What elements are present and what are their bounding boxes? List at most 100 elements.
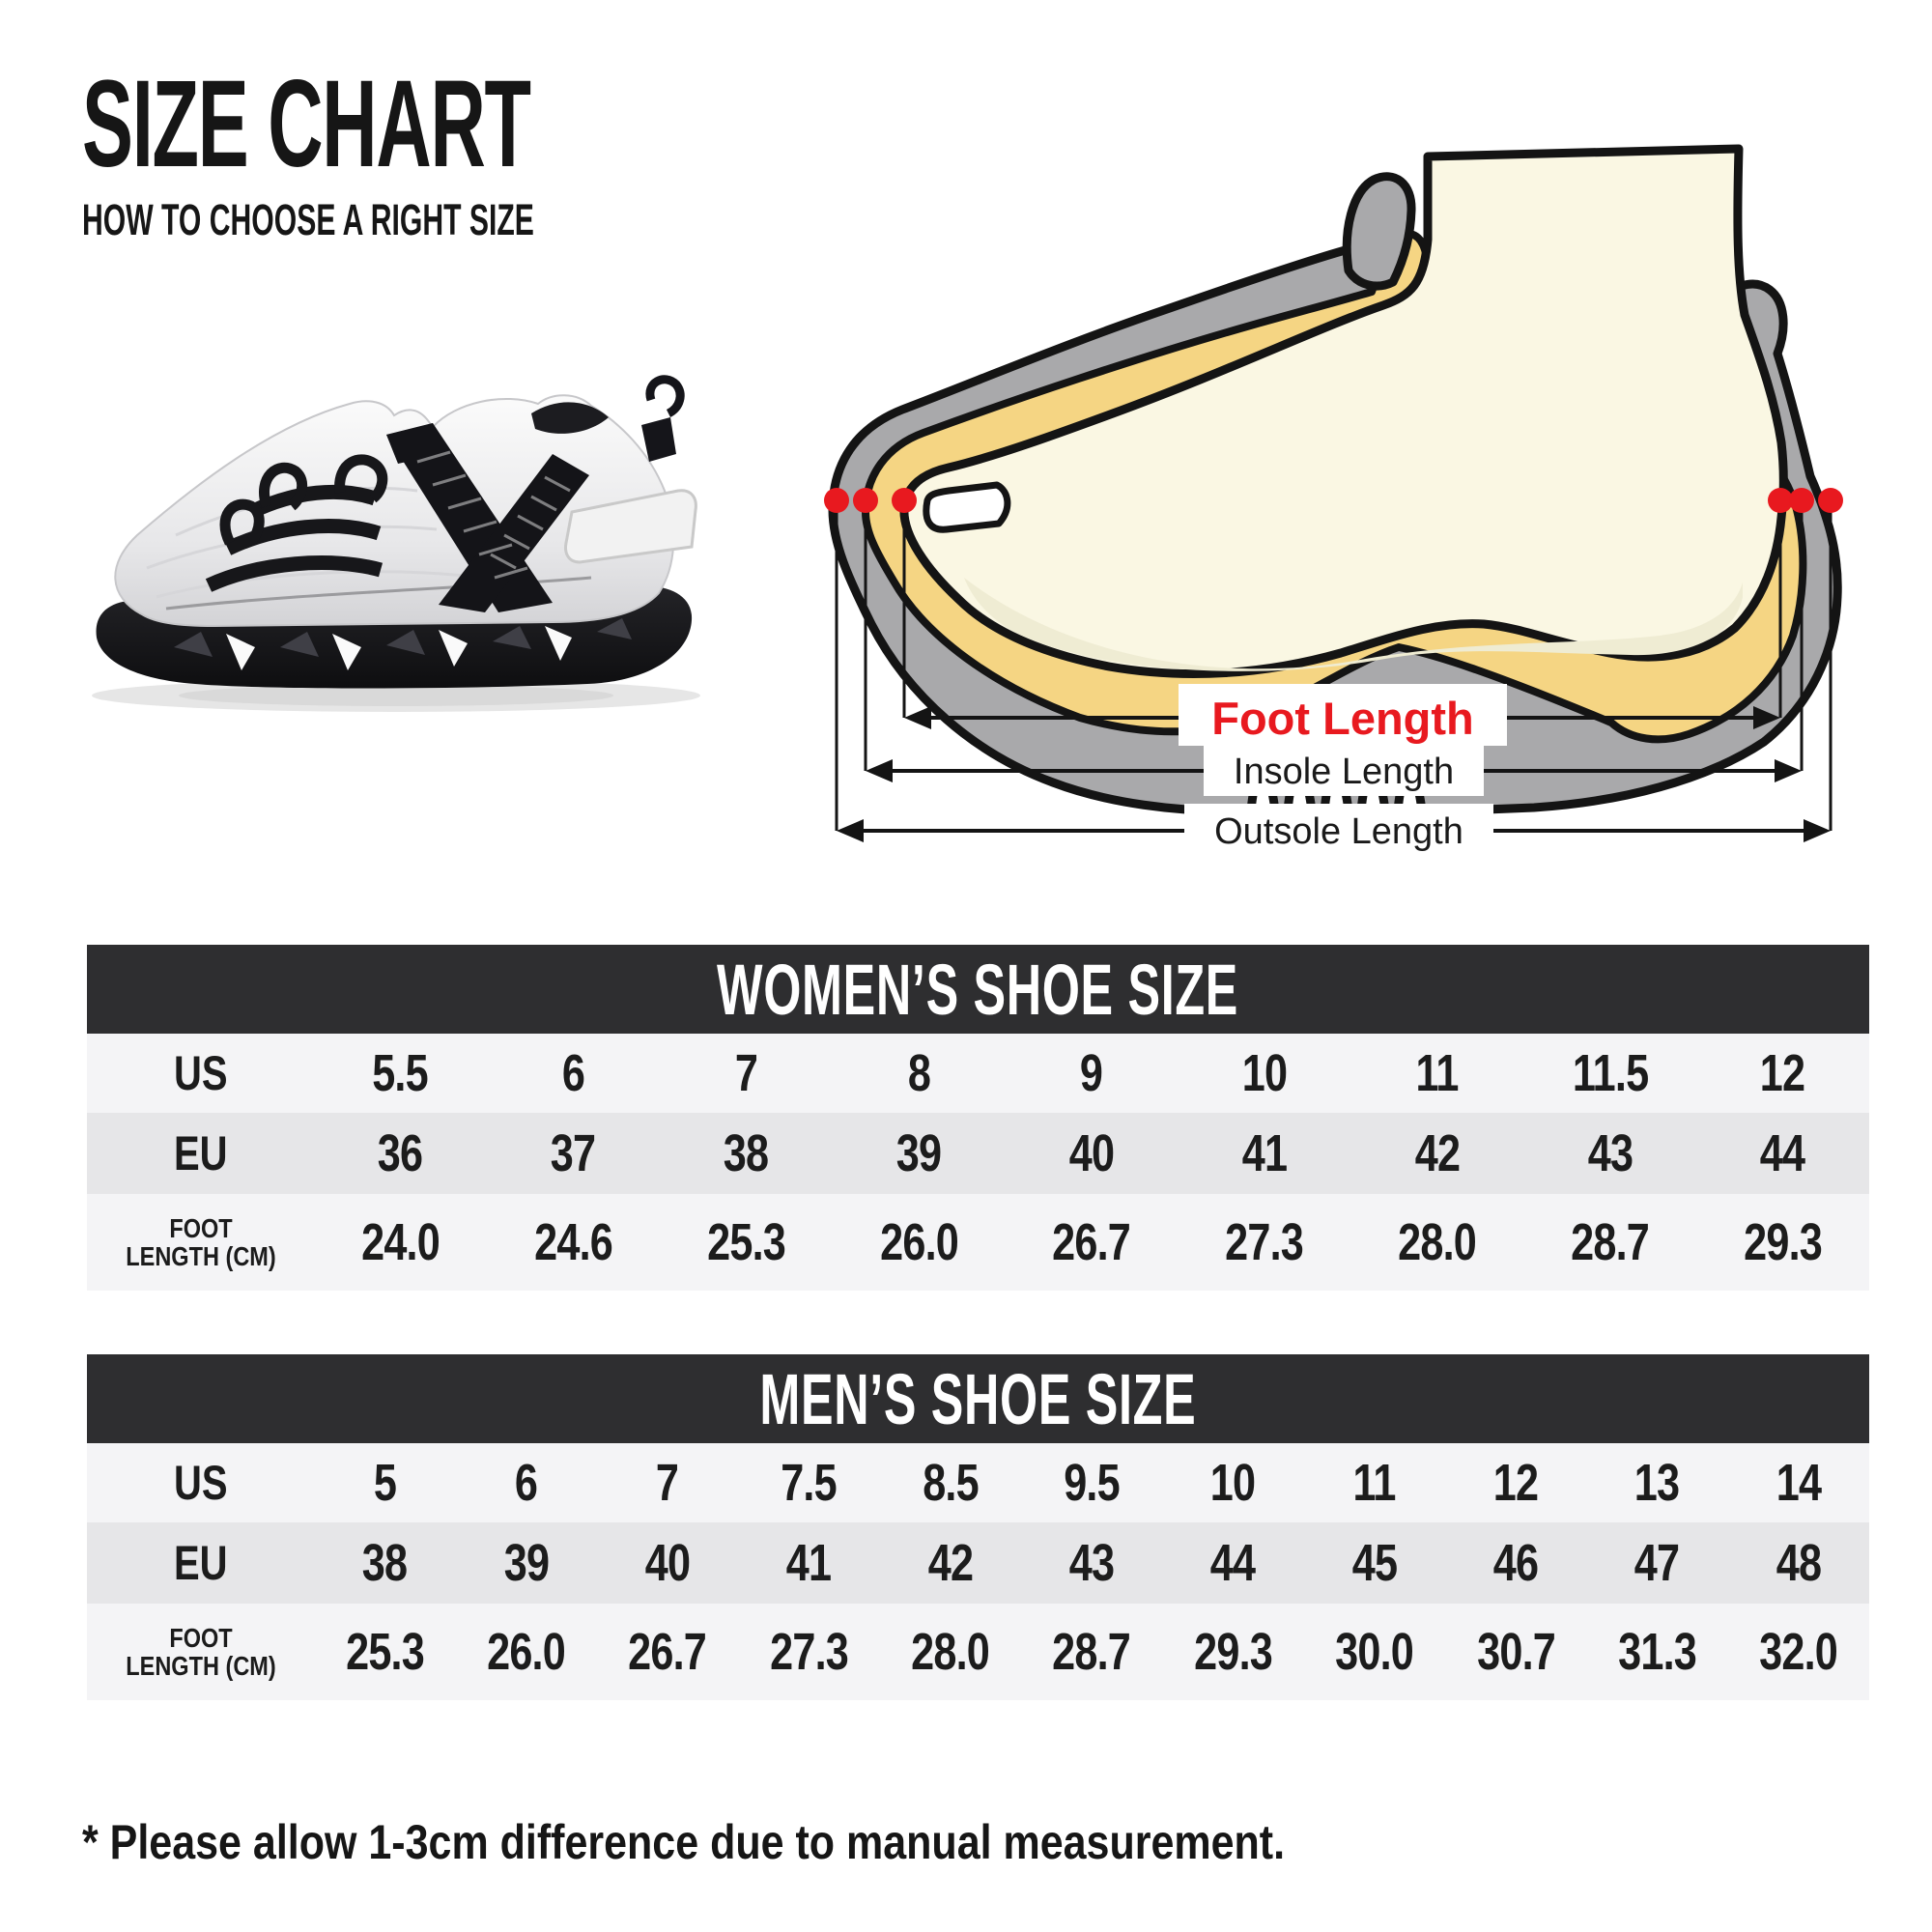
lace-cage-top-bar — [386, 423, 442, 464]
shoe-tongue — [1342, 172, 1416, 291]
outsole-cutout — [545, 626, 572, 661]
size-value: 39 — [503, 1534, 549, 1592]
size-value: 38 — [361, 1534, 408, 1592]
size-value: 6 — [561, 1044, 585, 1102]
size-value: 8 — [907, 1044, 930, 1102]
measure-point-dot — [824, 488, 849, 513]
size-value: 30.7 — [1476, 1623, 1556, 1681]
size-value: 6 — [514, 1454, 538, 1512]
row-label: EU — [173, 1536, 228, 1590]
size-value: 28.0 — [911, 1623, 990, 1681]
women-eu-row: EU 36 37 38 39 40 41 42 43 44 — [87, 1113, 1869, 1194]
row-label: EU — [173, 1126, 228, 1180]
measurement-disclaimer-text: * Please allow 1-3cm difference due to m… — [82, 1815, 1286, 1869]
size-value: 24.6 — [533, 1213, 613, 1271]
women-table-title: WOMEN’S SHOE SIZE — [717, 949, 1239, 1030]
size-value: 12 — [1760, 1044, 1805, 1102]
measure-point-dot — [1789, 488, 1814, 513]
outsole-cutout — [332, 634, 361, 670]
toenail — [923, 481, 1011, 533]
size-value: 40 — [644, 1534, 691, 1592]
size-value: 44 — [1210, 1534, 1256, 1592]
foot-shading — [964, 578, 1743, 671]
size-value: 26.0 — [879, 1213, 959, 1271]
size-value: 45 — [1351, 1534, 1397, 1592]
title-block: SIZE CHART HOW TO CHOOSE A RIGHT SIZE — [82, 61, 805, 242]
size-value: 11.5 — [1572, 1044, 1648, 1102]
size-value: 31.3 — [1617, 1623, 1697, 1681]
size-value: 29.3 — [1193, 1623, 1273, 1681]
size-value: 42 — [1414, 1124, 1460, 1182]
men-size-table: MEN’S SHOE SIZE US 5 6 7 7.5 8.5 9.5 10 … — [87, 1354, 1869, 1700]
insole-length-label: Insole Length — [1234, 752, 1454, 792]
size-value: 25.3 — [706, 1213, 786, 1271]
size-value: 28.7 — [1052, 1623, 1132, 1681]
measure-point-dot — [1768, 488, 1793, 513]
size-value: 26.7 — [1052, 1213, 1131, 1271]
foot-length-label: Foot Length — [1211, 693, 1473, 744]
foot-outline — [899, 144, 1788, 679]
outsole-cutout — [386, 630, 425, 655]
size-value: 48 — [1776, 1534, 1822, 1592]
size-value: 7.5 — [781, 1454, 838, 1512]
size-value: 44 — [1760, 1124, 1805, 1182]
size-value: 9 — [1080, 1044, 1103, 1102]
outsole-cutout — [597, 618, 632, 639]
size-value: 37 — [551, 1124, 596, 1182]
outsole-cutout — [493, 626, 531, 649]
size-value: 11 — [1415, 1044, 1460, 1102]
row-label: FOOT LENGTH (CM) — [125, 1622, 276, 1681]
men-table: US 5 6 7 7.5 8.5 9.5 10 11 12 13 14 EU 3… — [87, 1443, 1869, 1700]
size-value: 41 — [786, 1534, 832, 1592]
size-value: 32.0 — [1759, 1623, 1838, 1681]
outsole-length-label: Outsole Length — [1214, 811, 1463, 852]
size-value: 27.3 — [769, 1623, 849, 1681]
size-value: 30.0 — [1335, 1623, 1414, 1681]
measure-point-dot — [1818, 488, 1843, 513]
men-table-title: MEN’S SHOE SIZE — [759, 1358, 1197, 1439]
size-value: 36 — [378, 1124, 423, 1182]
men-us-row: US 5 6 7 7.5 8.5 9.5 10 11 12 13 14 — [87, 1443, 1869, 1522]
size-value: 40 — [1068, 1124, 1115, 1182]
size-value: 9.5 — [1064, 1454, 1120, 1512]
frame-hatch — [416, 450, 571, 580]
size-value: 24.0 — [360, 1213, 440, 1271]
size-value: 12 — [1492, 1454, 1539, 1512]
size-value: 7 — [734, 1044, 758, 1102]
heel-strap — [564, 489, 697, 564]
women-footlength-row: FOOT LENGTH (CM) 24.0 24.6 25.3 26.0 26.… — [87, 1194, 1869, 1291]
size-value: 10 — [1241, 1044, 1288, 1102]
outsole-cutout — [439, 630, 468, 667]
page-subtitle: HOW TO CHOOSE A RIGHT SIZE — [82, 198, 805, 242]
men-table-header: MEN’S SHOE SIZE — [87, 1354, 1869, 1443]
size-value: 43 — [1068, 1534, 1115, 1592]
size-value: 42 — [927, 1534, 973, 1592]
size-value: 29.3 — [1744, 1213, 1823, 1271]
heel-pull-tab — [641, 417, 676, 462]
outsole-length-arrow: Outsole Length — [837, 804, 1831, 856]
collar-lining — [531, 402, 609, 434]
size-value: 28.0 — [1398, 1213, 1477, 1271]
size-value: 7 — [656, 1454, 679, 1512]
outsole-cutout — [174, 632, 213, 657]
women-us-row: US 5.5 6 7 8 9 10 11 11.5 12 — [87, 1034, 1869, 1113]
insole-length-arrow: Insole Length — [866, 744, 1802, 796]
men-eu-row: EU 38 39 40 41 42 43 44 45 46 47 48 — [87, 1522, 1869, 1604]
women-table-header: WOMEN’S SHOE SIZE — [87, 945, 1869, 1034]
size-value: 39 — [895, 1124, 942, 1182]
size-value: 14 — [1776, 1454, 1822, 1512]
lace-cage-right-strut — [439, 454, 589, 612]
shoe-shadow-core — [179, 685, 613, 706]
page-subtitle-text: HOW TO CHOOSE A RIGHT SIZE — [82, 194, 534, 244]
size-value: 38 — [723, 1124, 769, 1182]
row-label: FOOT LENGTH (CM) — [125, 1212, 276, 1271]
size-value: 47 — [1634, 1534, 1680, 1592]
foot-length-arrow: Foot Length — [904, 684, 1780, 746]
size-value: 41 — [1241, 1124, 1288, 1182]
size-value: 28.7 — [1571, 1213, 1650, 1271]
outsole-cutout — [226, 634, 255, 670]
size-value: 11 — [1352, 1454, 1397, 1512]
men-footlength-row: FOOT LENGTH (CM) 25.3 26.0 26.7 27.3 28.… — [87, 1604, 1869, 1700]
size-value: 27.3 — [1225, 1213, 1304, 1271]
